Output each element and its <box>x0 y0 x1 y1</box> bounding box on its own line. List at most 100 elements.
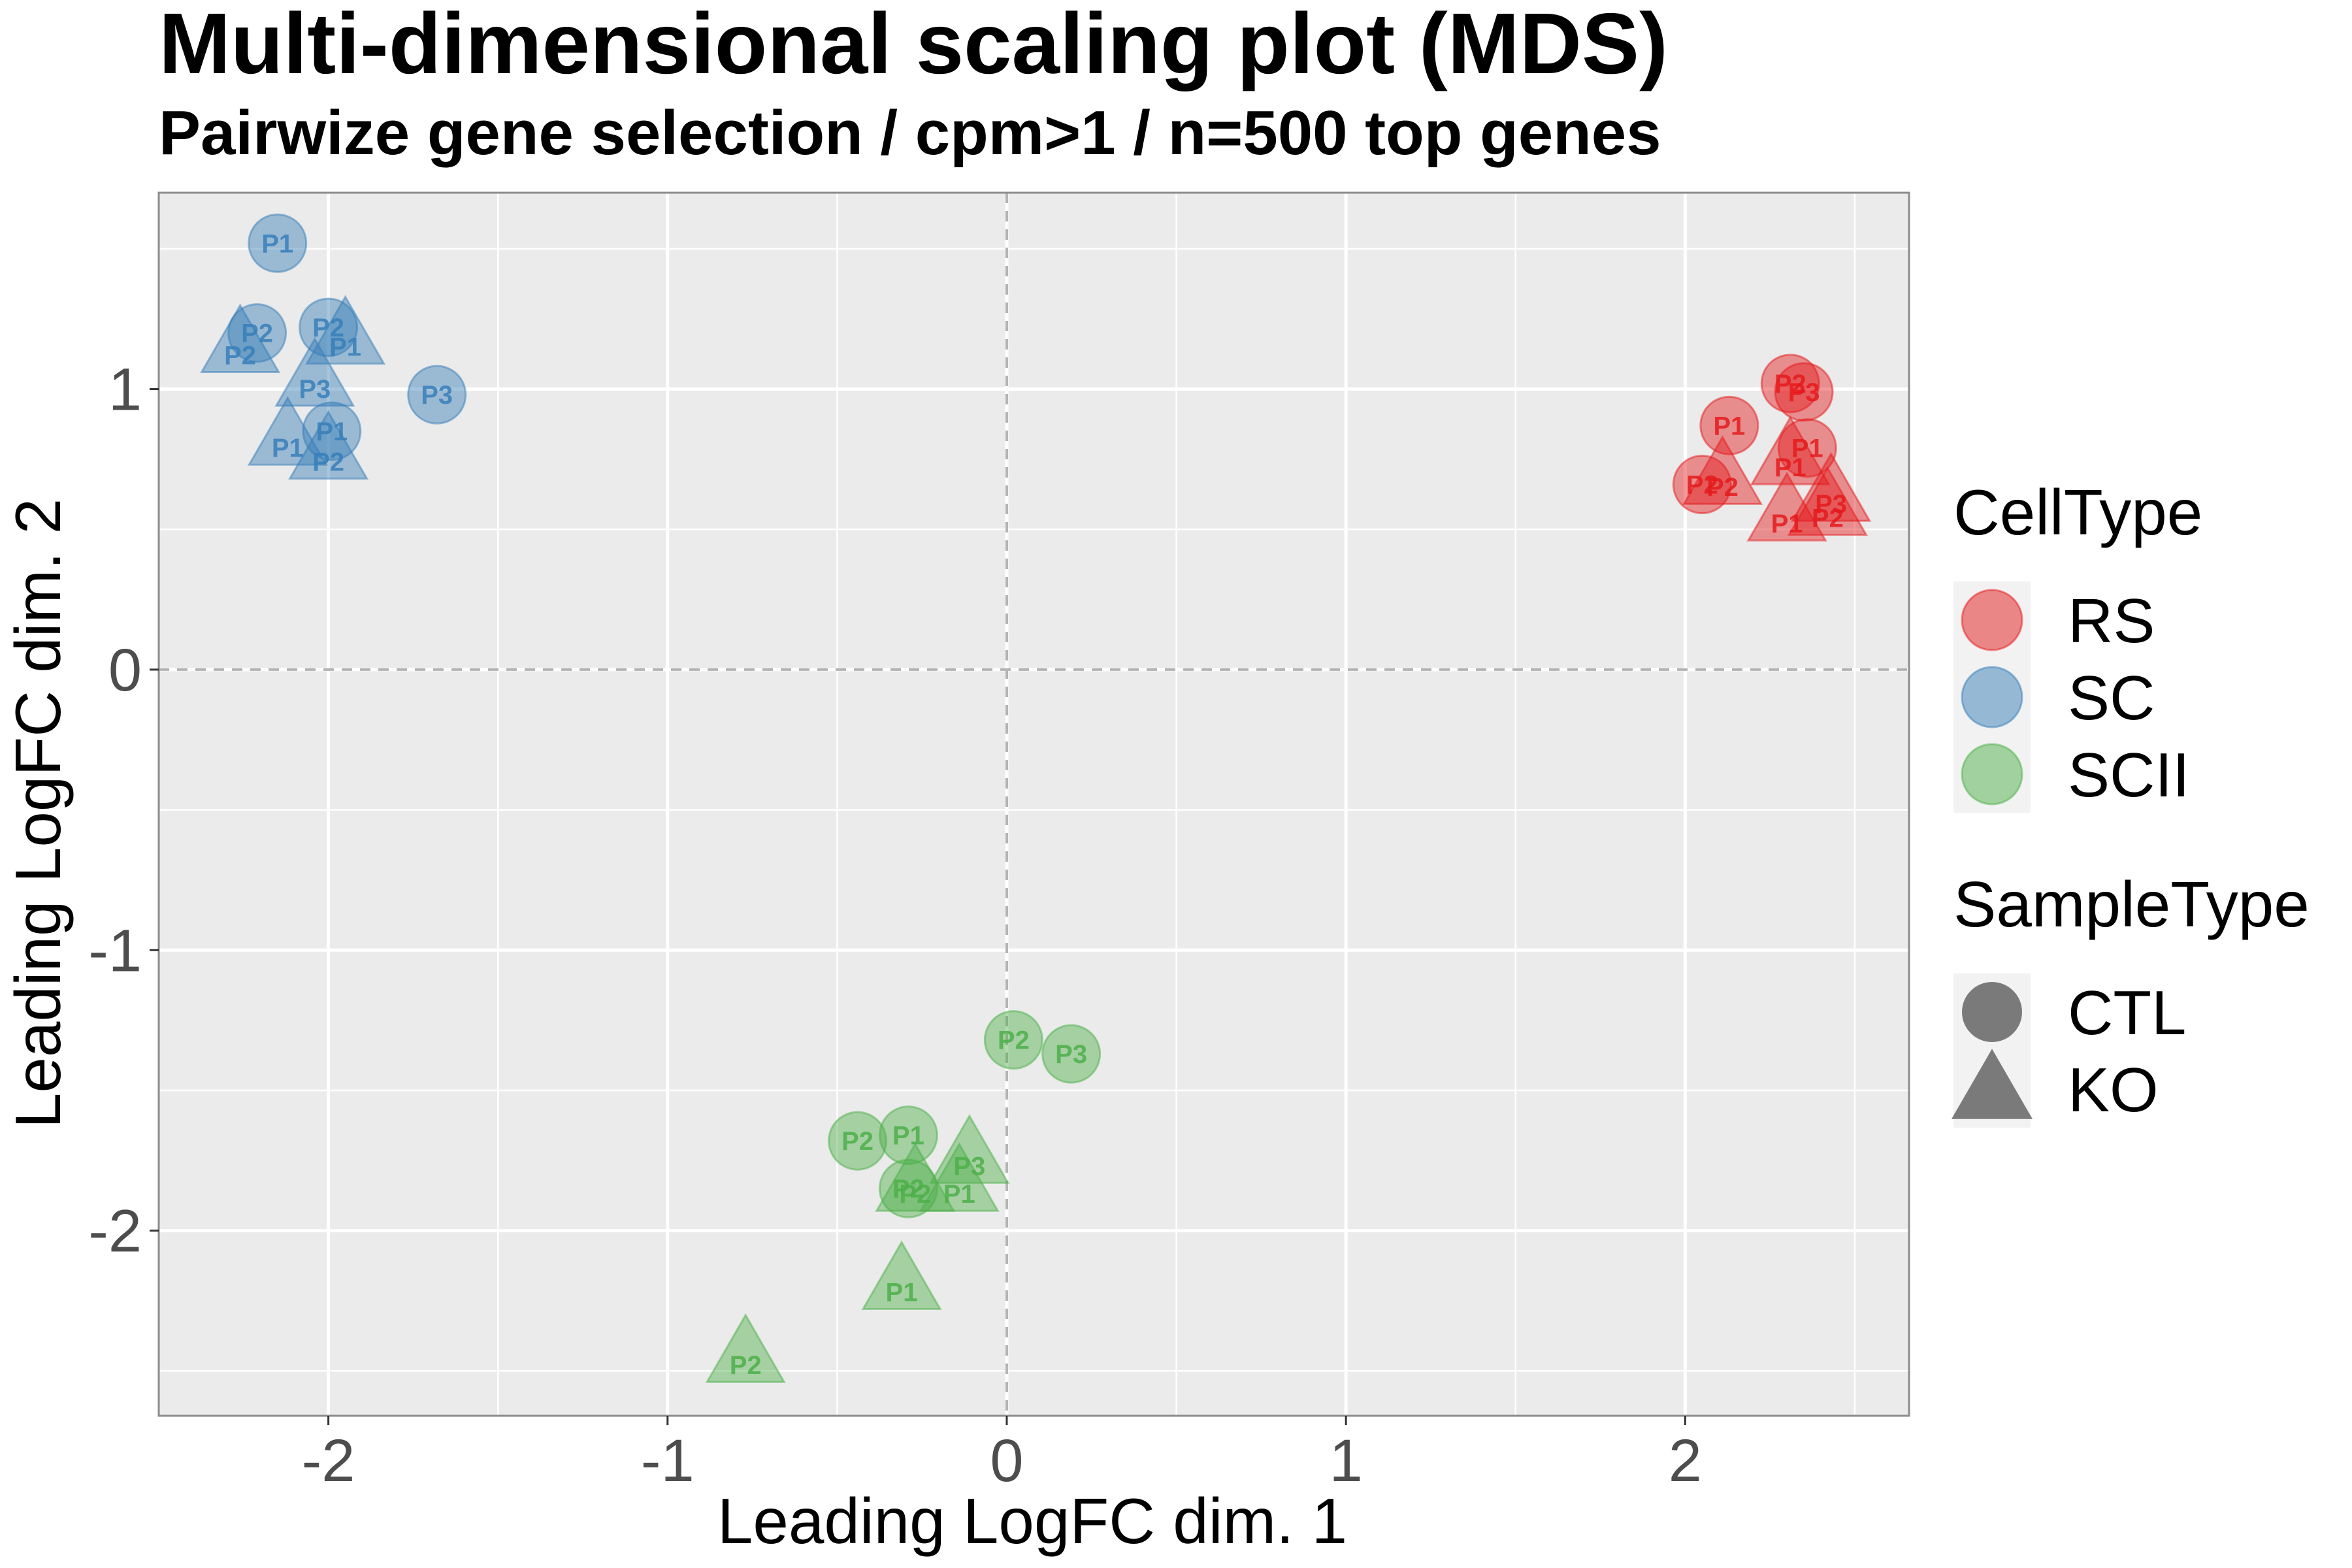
data-point-rs-triangle: P2 <box>1682 435 1763 505</box>
x-tick-label: 0 <box>990 1428 1023 1494</box>
point-marker-triangle <box>875 1142 956 1212</box>
data-point-rs-triangle: P3 <box>1790 451 1872 522</box>
legend-item-sc: SC <box>1961 663 2155 733</box>
legend-item-ko: KO <box>1952 1049 2159 1125</box>
point-label: P1 <box>316 417 348 446</box>
point-label: P2 <box>899 1180 931 1209</box>
legend-item-label: KO <box>2068 1055 2159 1125</box>
data-point-rs-triangle: P1 <box>1750 416 1831 485</box>
data-point-rs-circle: P1 <box>1699 395 1759 455</box>
point-marker-circle <box>1699 395 1759 455</box>
point-marker-circle <box>1774 362 1834 422</box>
point-label: P1 <box>943 1180 975 1209</box>
data-point-sc-triangle: P2 <box>287 410 369 480</box>
y-axis-ticks: 1 0 -1 -2 <box>88 357 159 1265</box>
point-label: P1 <box>892 1122 924 1151</box>
point-marker-circle <box>1041 1024 1102 1084</box>
y-tick-label: 1 <box>108 357 142 423</box>
legend-shape-circle <box>1962 982 2022 1042</box>
point-label: P1 <box>272 434 304 463</box>
legend-shape-triangle <box>1952 1049 2033 1119</box>
data-point-rs-triangle: P2 <box>1787 466 1868 536</box>
x-axis-title: Leading LogFC dim. 1 <box>717 1485 1347 1557</box>
point-marker-triangle <box>1787 466 1868 536</box>
point-marker-triangle <box>1682 435 1763 505</box>
point-label: P2 <box>998 1026 1030 1055</box>
plot-panel-border <box>157 191 1910 1417</box>
point-label: P2 <box>1686 471 1718 500</box>
point-marker-triangle <box>919 1142 1000 1212</box>
y-tick-label: -2 <box>88 1198 142 1265</box>
data-point-scii-triangle: P1 <box>919 1142 1000 1212</box>
legend-color-swatch <box>1961 743 2023 806</box>
point-label: P3 <box>1788 378 1820 407</box>
legend-item-rs: RS <box>1961 586 2155 656</box>
point-label: P1 <box>329 333 361 362</box>
point-marker-circle <box>878 1158 938 1218</box>
point-marker-circle <box>248 213 308 273</box>
point-marker-triangle <box>1750 416 1831 485</box>
data-point-scii-circle: P2 <box>828 1111 888 1171</box>
data-point-sc-circle: P1 <box>302 401 362 461</box>
legend-item-label: SCII <box>2068 740 2190 810</box>
data-point-rs-triangle: P1 <box>1746 471 1827 542</box>
data-point-scii-triangle: P2 <box>875 1142 956 1212</box>
data-point-rs-circle: P3 <box>1774 362 1834 422</box>
point-marker-triangle <box>929 1114 1010 1184</box>
point-label: P3 <box>953 1152 985 1181</box>
data-point-sc-circle: P3 <box>407 365 467 425</box>
plot-panel <box>159 193 1909 1416</box>
data-point-sc-circle: P1 <box>248 213 308 273</box>
point-label: P3 <box>1815 490 1847 519</box>
data-point-scii-triangle: P2 <box>705 1313 786 1383</box>
point-marker-triangle <box>705 1313 786 1383</box>
x-tick-label: 1 <box>1330 1428 1363 1494</box>
data-point-scii-circle: P1 <box>878 1105 938 1166</box>
x-tick-label: 2 <box>1669 1428 1702 1494</box>
point-label: P1 <box>1774 453 1806 482</box>
point-label: P2 <box>892 1175 924 1203</box>
chart-subtitle: Pairwize gene selection / cpm>1 / n=500 … <box>159 98 1661 168</box>
legend-item-label: RS <box>2068 586 2155 656</box>
point-label: P1 <box>261 229 293 258</box>
legend-title-celltype: CellType <box>1953 476 2202 548</box>
point-marker-circle <box>983 1010 1043 1070</box>
point-label: P3 <box>421 381 453 410</box>
data-point-sc-triangle: P2 <box>200 303 281 374</box>
point-label: P1 <box>1771 510 1803 538</box>
y-tick-label: -1 <box>88 917 142 984</box>
point-marker-circle <box>407 365 467 425</box>
data-point-scii-circle: P2 <box>878 1158 938 1218</box>
point-marker-circle <box>828 1111 888 1171</box>
data-point-scii-triangle: P3 <box>929 1114 1010 1184</box>
legend-item-scii: SCII <box>1961 740 2190 810</box>
chart-title: Multi-dimensional scaling plot (MDS) <box>159 0 1668 91</box>
data-point-sc-triangle: P1 <box>304 295 386 365</box>
point-marker-triangle <box>304 295 386 365</box>
point-marker-triangle <box>287 410 369 480</box>
point-marker-triangle <box>274 336 355 407</box>
legend-item-label: SC <box>2068 663 2155 733</box>
point-label: P2 <box>1774 370 1806 399</box>
data-point-sc-triangle: P3 <box>274 336 355 407</box>
data-point-scii-circle: P3 <box>1041 1024 1102 1084</box>
point-marker-triangle <box>1790 451 1872 522</box>
x-tick-label: -2 <box>302 1428 355 1494</box>
point-label: P2 <box>312 448 344 477</box>
point-label: P2 <box>730 1351 762 1380</box>
legend-color-swatch <box>1961 666 2023 728</box>
point-label: P2 <box>1812 504 1844 532</box>
legend-color-swatch <box>1961 589 2023 651</box>
legend-item-label: CTL <box>2068 978 2186 1048</box>
x-axis-ticks: -2 -1 0 1 2 <box>302 1416 1702 1494</box>
y-tick-label: 0 <box>108 637 142 704</box>
legend-item-ctl: CTL <box>1962 978 2186 1048</box>
point-marker-triangle <box>861 1240 942 1311</box>
point-label: P3 <box>299 375 331 404</box>
reference-lines <box>159 193 1909 1416</box>
point-marker-triangle <box>200 303 281 374</box>
point-label: P2 <box>1707 473 1739 502</box>
